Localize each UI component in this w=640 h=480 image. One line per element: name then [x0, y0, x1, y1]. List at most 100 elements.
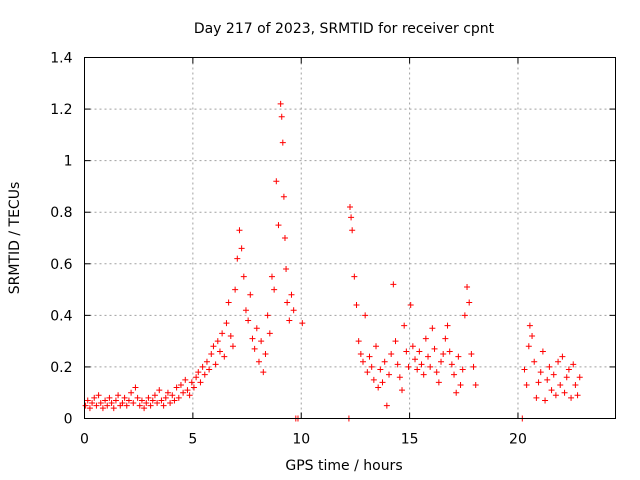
data-point: [468, 351, 475, 358]
data-point: [134, 394, 141, 401]
data-point: [271, 286, 278, 293]
data-point: [446, 348, 453, 355]
data-point: [104, 402, 111, 409]
data-point: [279, 139, 286, 146]
data-point: [264, 312, 271, 319]
data-point: [451, 371, 458, 378]
data-point: [251, 345, 258, 352]
data-point: [238, 245, 245, 252]
data-point: [214, 338, 221, 345]
data-point: [193, 374, 200, 381]
data-point: [401, 322, 408, 329]
data-point: [102, 397, 109, 404]
data-point: [84, 397, 91, 404]
data-point: [537, 369, 544, 376]
data-point: [201, 371, 208, 378]
data-point: [138, 397, 145, 404]
data-point: [158, 397, 165, 404]
data-point: [225, 299, 232, 306]
data-point: [570, 361, 577, 368]
data-point: [525, 343, 532, 350]
data-point: [572, 381, 579, 388]
data-point: [156, 387, 163, 394]
data-point: [386, 371, 393, 378]
data-point: [160, 402, 167, 409]
data-point: [236, 227, 243, 234]
data-point: [206, 366, 213, 373]
data-point: [190, 384, 197, 391]
data-point: [216, 348, 223, 355]
data-point: [381, 358, 388, 365]
data-point: [403, 348, 410, 355]
data-point: [379, 379, 386, 386]
data-point: [154, 400, 161, 407]
data-point: [149, 397, 156, 404]
data-point: [555, 358, 562, 365]
data-point: [184, 387, 191, 394]
data-point: [349, 227, 356, 234]
x-tick-label: 0: [80, 432, 89, 448]
data-point: [268, 273, 275, 280]
data-point: [392, 338, 399, 345]
data-point: [470, 363, 477, 370]
data-point: [223, 320, 230, 327]
data-point: [121, 394, 128, 401]
data-point: [151, 392, 158, 399]
data-point: [110, 405, 117, 412]
y-tick-label: 1: [64, 154, 73, 170]
y-tick-label: 0: [64, 412, 73, 428]
data-point: [186, 392, 193, 399]
data-point: [249, 335, 256, 342]
data-point: [82, 402, 89, 409]
data-point: [247, 291, 254, 298]
data-point: [531, 358, 538, 365]
data-point: [364, 369, 371, 376]
data-point: [171, 397, 178, 404]
data-point: [422, 335, 429, 342]
data-point: [425, 353, 432, 360]
data-point: [258, 338, 265, 345]
data-point: [444, 322, 451, 329]
data-point: [399, 387, 406, 394]
data-point: [396, 374, 403, 381]
data-point: [182, 376, 189, 383]
data-point: [277, 100, 284, 107]
data-point: [242, 307, 249, 314]
data-point: [175, 394, 182, 401]
data-point: [405, 363, 412, 370]
data-point: [125, 397, 132, 404]
data-point: [197, 379, 204, 386]
data-point: [145, 394, 152, 401]
data-point: [262, 351, 269, 358]
x-tick-label: 5: [188, 432, 197, 448]
data-point: [377, 366, 384, 373]
y-tick-label: 0.2: [50, 360, 72, 376]
data-point: [552, 392, 559, 399]
data-point: [212, 361, 219, 368]
data-point: [273, 178, 280, 185]
data-point: [546, 363, 553, 370]
data-point: [412, 356, 419, 363]
data-point: [533, 394, 540, 401]
data-point: [266, 330, 273, 337]
data-point: [245, 317, 252, 324]
data-point: [561, 389, 568, 396]
data-point: [221, 353, 228, 360]
data-point: [203, 358, 210, 365]
data-point: [86, 405, 93, 412]
data-point: [290, 307, 297, 314]
data-point: [195, 369, 202, 376]
chart-title: Day 217 of 2023, SRMTID for receiver cpn…: [194, 21, 495, 37]
data-point: [91, 394, 98, 401]
data-point: [548, 387, 555, 394]
data-point: [169, 392, 176, 399]
data-point: [375, 384, 382, 391]
data-point: [275, 222, 282, 229]
data-point: [442, 335, 449, 342]
data-point: [440, 351, 447, 358]
x-axis-label: GPS time / hours: [285, 458, 402, 474]
data-point: [348, 214, 355, 221]
data-point: [529, 332, 536, 339]
data-point: [208, 351, 215, 358]
data-point: [360, 358, 367, 365]
